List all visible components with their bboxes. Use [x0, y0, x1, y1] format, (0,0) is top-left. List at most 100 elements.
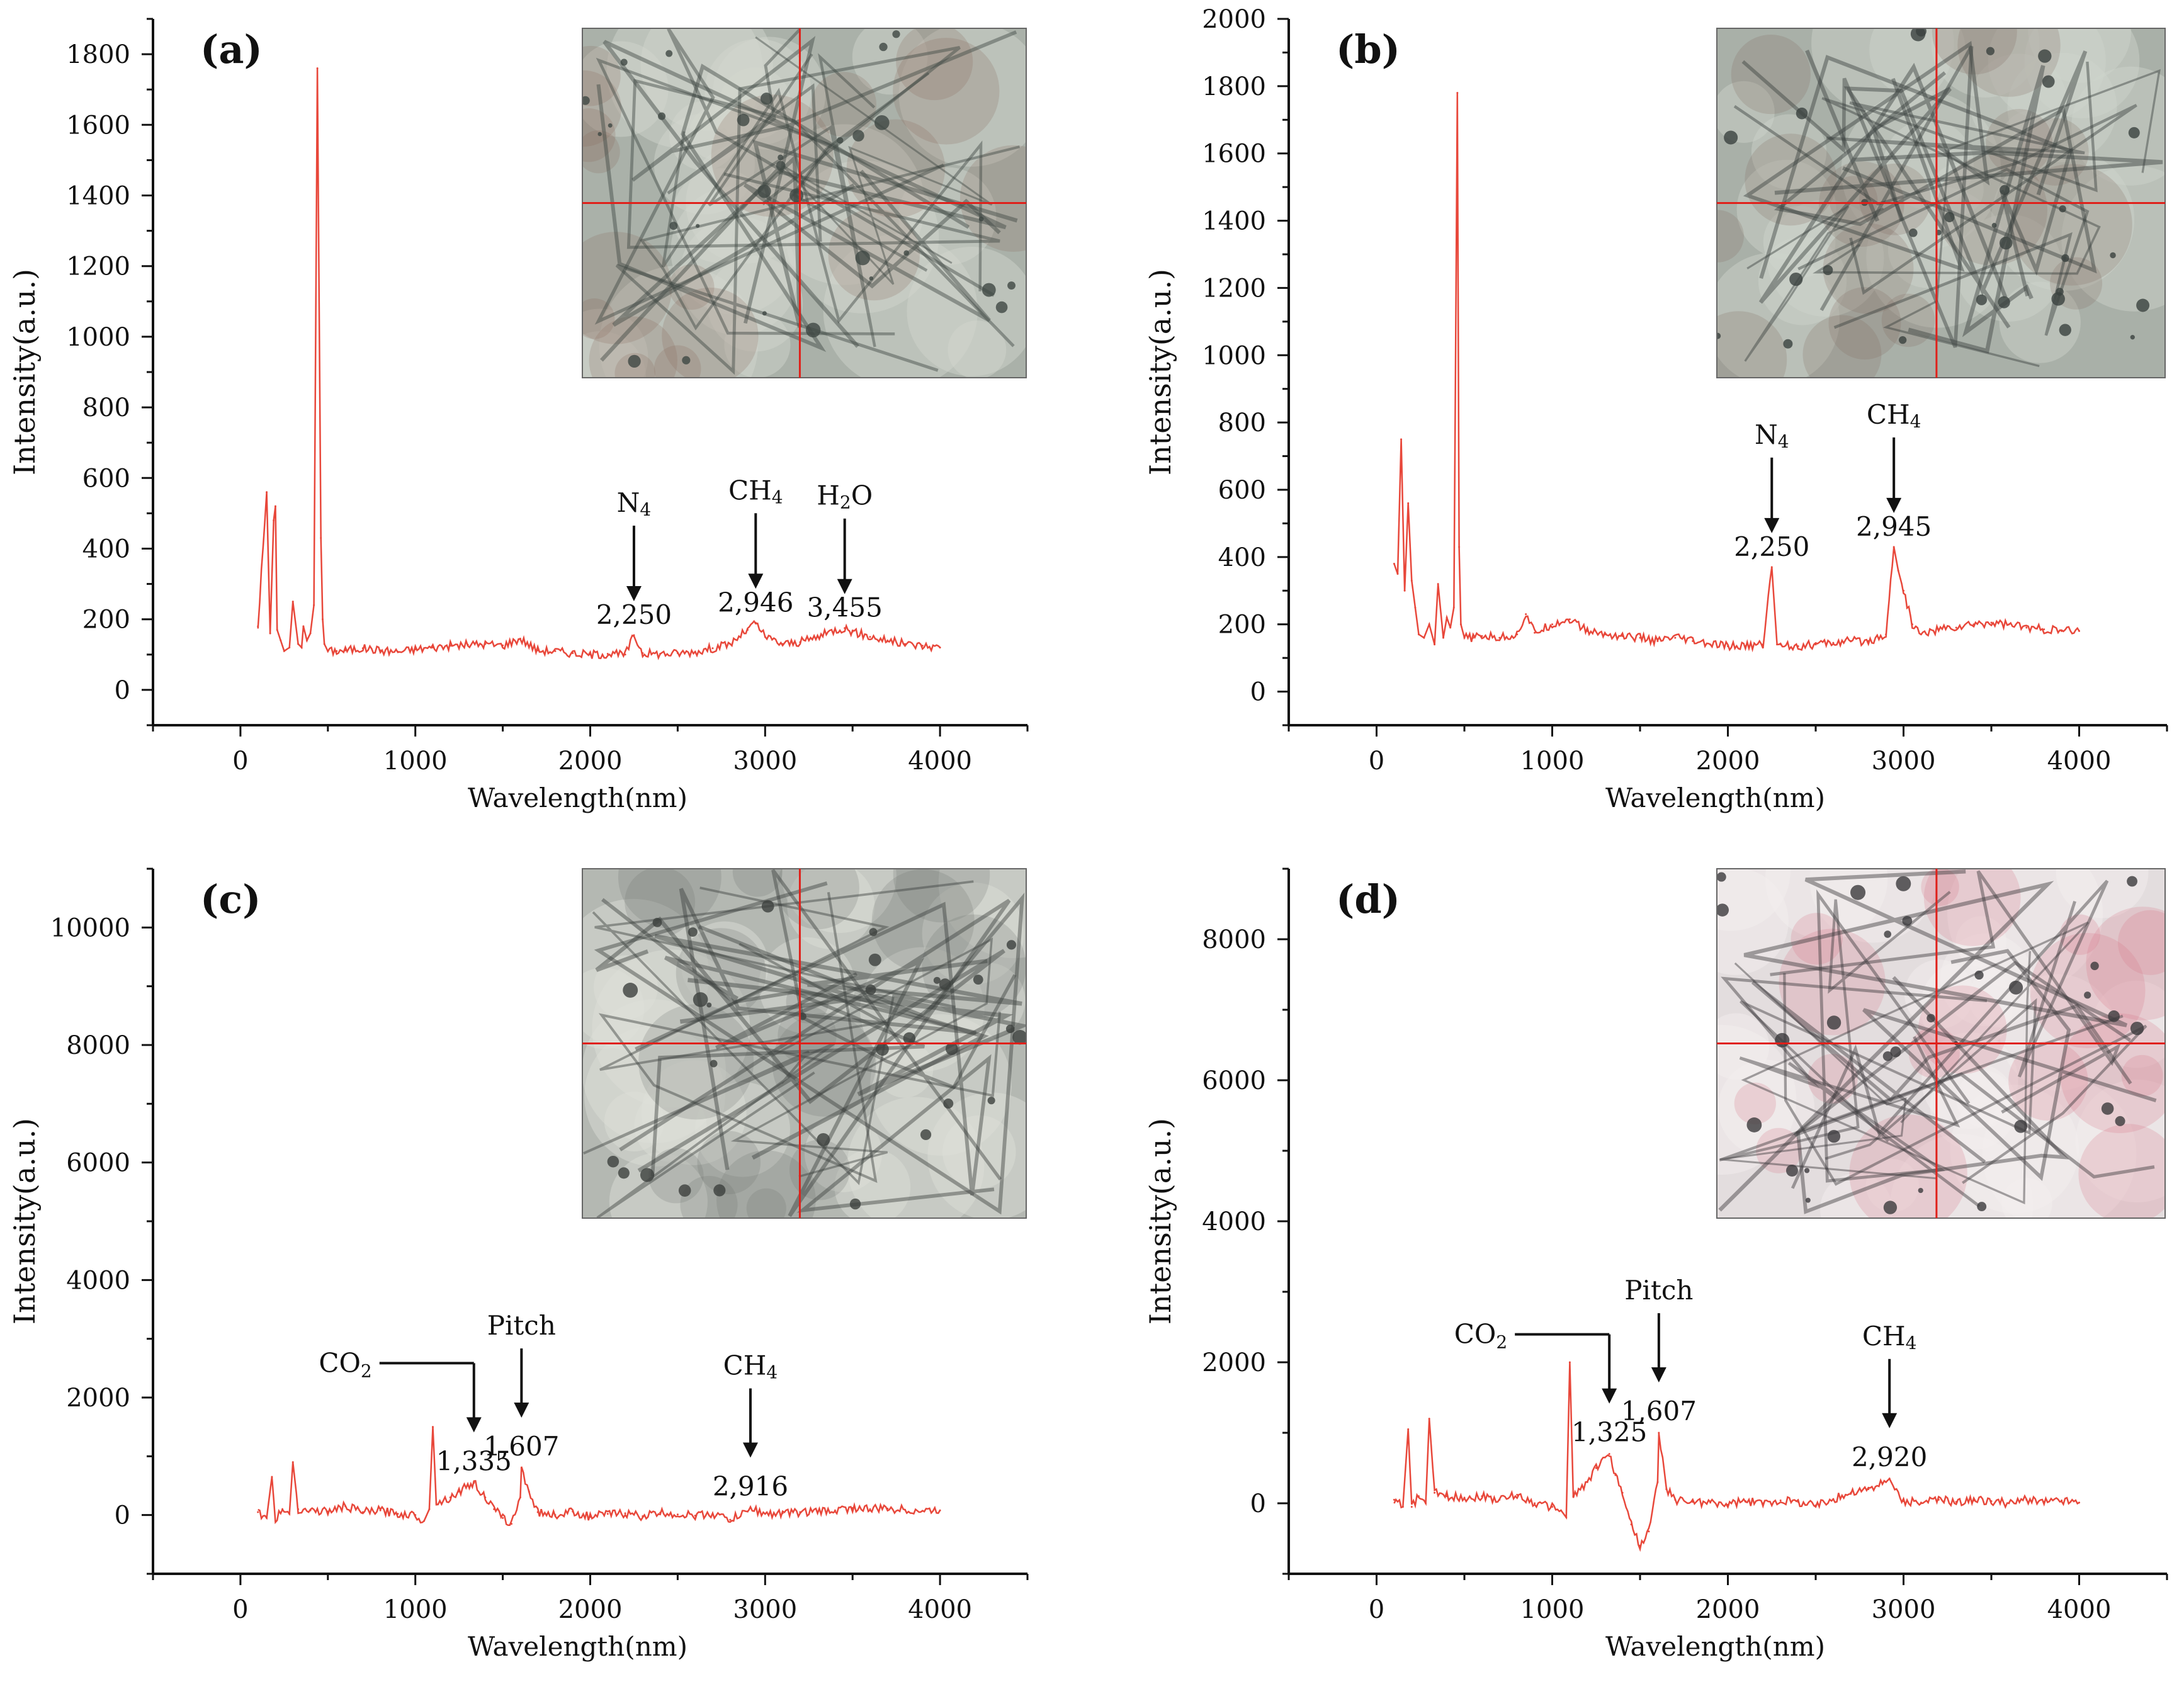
arrow-head	[1651, 1367, 1666, 1382]
spectrum-point	[1888, 1477, 1891, 1480]
spectrum-point	[1417, 633, 1420, 636]
spectrum-point	[344, 649, 347, 652]
y-tick-label: 4000	[1202, 1207, 1266, 1236]
spectrum-point	[379, 1509, 382, 1511]
peak-species-label: CH4	[728, 475, 783, 507]
spectrum-point	[502, 1517, 504, 1519]
spectrum-point	[257, 1511, 259, 1513]
spectrum-point	[283, 650, 285, 652]
peak-value-label: 2,250	[1734, 531, 1809, 562]
y-tick-label: 2000	[1202, 1348, 1266, 1377]
spectrum-point	[1665, 1488, 1668, 1491]
spectrum-point	[1656, 640, 1659, 642]
spectrum-point	[1463, 636, 1466, 639]
spectrum-point	[288, 1513, 291, 1515]
spectrum-point	[280, 639, 282, 641]
spectrum-point	[300, 647, 303, 649]
y-axis-label: Intensity(a.u.)	[8, 269, 42, 475]
spectrum-point	[1401, 1506, 1404, 1508]
spectrum-point	[642, 1515, 644, 1518]
spectrum-point	[869, 1508, 871, 1510]
peak-annotation: 2,250 N4	[1734, 419, 1809, 562]
spectrum-point	[1449, 626, 1452, 629]
x-axis-label: Wavelength(nm)	[1605, 782, 1825, 813]
spectrum-point	[1937, 1498, 1940, 1501]
y-tick-label: 0	[115, 676, 130, 705]
panel-label: (c)	[200, 876, 261, 922]
y-tick-label: 2000	[1202, 5, 1266, 34]
spectrum-point	[1692, 640, 1694, 642]
x-tick-label: 2000	[558, 747, 623, 776]
spectrum-point	[528, 1490, 530, 1493]
y-tick-label: 6000	[1202, 1066, 1266, 1095]
spectrum-point	[799, 1511, 801, 1513]
spectrum-point	[2061, 630, 2063, 632]
peak-value-label: 2,946	[718, 587, 793, 618]
spectrum-point	[1797, 645, 1799, 647]
spectrum-point	[1903, 1500, 1904, 1503]
spectrum-point	[1459, 623, 1462, 626]
spectrum-point	[1779, 643, 1782, 646]
spectrum-point	[397, 1513, 399, 1515]
y-axis-label: Intensity(a.u.)	[1143, 1118, 1177, 1325]
spectrum-point	[921, 1510, 924, 1512]
peak-species-label: CH4	[1867, 399, 1921, 432]
spectrum-point	[305, 639, 308, 641]
y-axis-label: Intensity(a.u.)	[1143, 269, 1177, 475]
spectrum-point	[1434, 1491, 1436, 1494]
spectrum-point	[1762, 643, 1764, 646]
spectrum-point	[747, 1510, 749, 1513]
chart-panel-2: 0 1000 2000 3000 4000 0 200 400 600 800 1000 1200 14…	[1143, 5, 2168, 813]
spectrum-point	[297, 643, 300, 645]
spectrum-point	[1425, 1502, 1427, 1505]
spectrum-point	[781, 1512, 784, 1515]
peak-value-label: 1,325	[1571, 1417, 1647, 1448]
peak-value-label: 3,455	[807, 592, 883, 623]
spectrum-point	[266, 1517, 268, 1519]
y-tick-label: 600	[82, 464, 130, 493]
spectrum-point	[271, 1476, 273, 1478]
panel-label: (a)	[200, 26, 263, 72]
spectrum-point	[1393, 563, 1395, 565]
x-tick-label: 2000	[558, 1595, 623, 1624]
spectrum-point	[336, 650, 338, 652]
spectrum-point	[2043, 628, 2045, 631]
spectrum-point	[458, 1490, 460, 1493]
spectrum-point	[1779, 1500, 1782, 1502]
spectrum-point	[1428, 1418, 1430, 1420]
peak-annotation: 2,945 CH4	[1856, 399, 1932, 542]
spectrum-point	[2078, 1501, 2080, 1504]
spectrum-point	[1885, 1481, 1887, 1483]
y-tick-label: 1600	[66, 111, 130, 140]
x-axis-label: Wavelength(nm)	[468, 782, 687, 813]
spectrum-point	[1893, 546, 1895, 548]
spectrum-point	[1407, 1428, 1410, 1430]
spectrum-point	[361, 1511, 364, 1513]
spectrum-point	[1797, 1501, 1799, 1503]
spectrum-point	[606, 1513, 609, 1515]
y-tick-label: 1800	[1202, 72, 1266, 101]
y-tick-label: 8000	[1202, 925, 1266, 954]
spectrum-point	[1400, 438, 1403, 441]
spectrum-point	[572, 1510, 574, 1513]
arrow-head	[742, 1442, 758, 1458]
spectrum-point	[316, 67, 319, 70]
spectrum-point	[484, 643, 487, 645]
spectrum-point	[1776, 643, 1779, 646]
micrograph-inset	[582, 28, 1027, 378]
spectrum-point	[361, 647, 364, 650]
peak-species-label: N4	[617, 487, 652, 520]
spectrum-point	[321, 618, 324, 621]
spectrum-point	[473, 1481, 475, 1484]
spectrum-point	[379, 649, 382, 652]
spectrum-point	[851, 630, 854, 633]
spectrum-point	[1727, 1503, 1729, 1506]
spectrum-point	[536, 649, 539, 652]
spectrum-point	[1525, 613, 1527, 616]
spectrum-point	[1551, 623, 1553, 626]
spectrum-point	[1911, 623, 1913, 626]
spectrum-point	[633, 634, 635, 636]
spectrum-point	[266, 491, 268, 494]
x-tick-label: 3000	[1872, 1595, 1936, 1624]
y-tick-label: 1200	[66, 252, 130, 281]
